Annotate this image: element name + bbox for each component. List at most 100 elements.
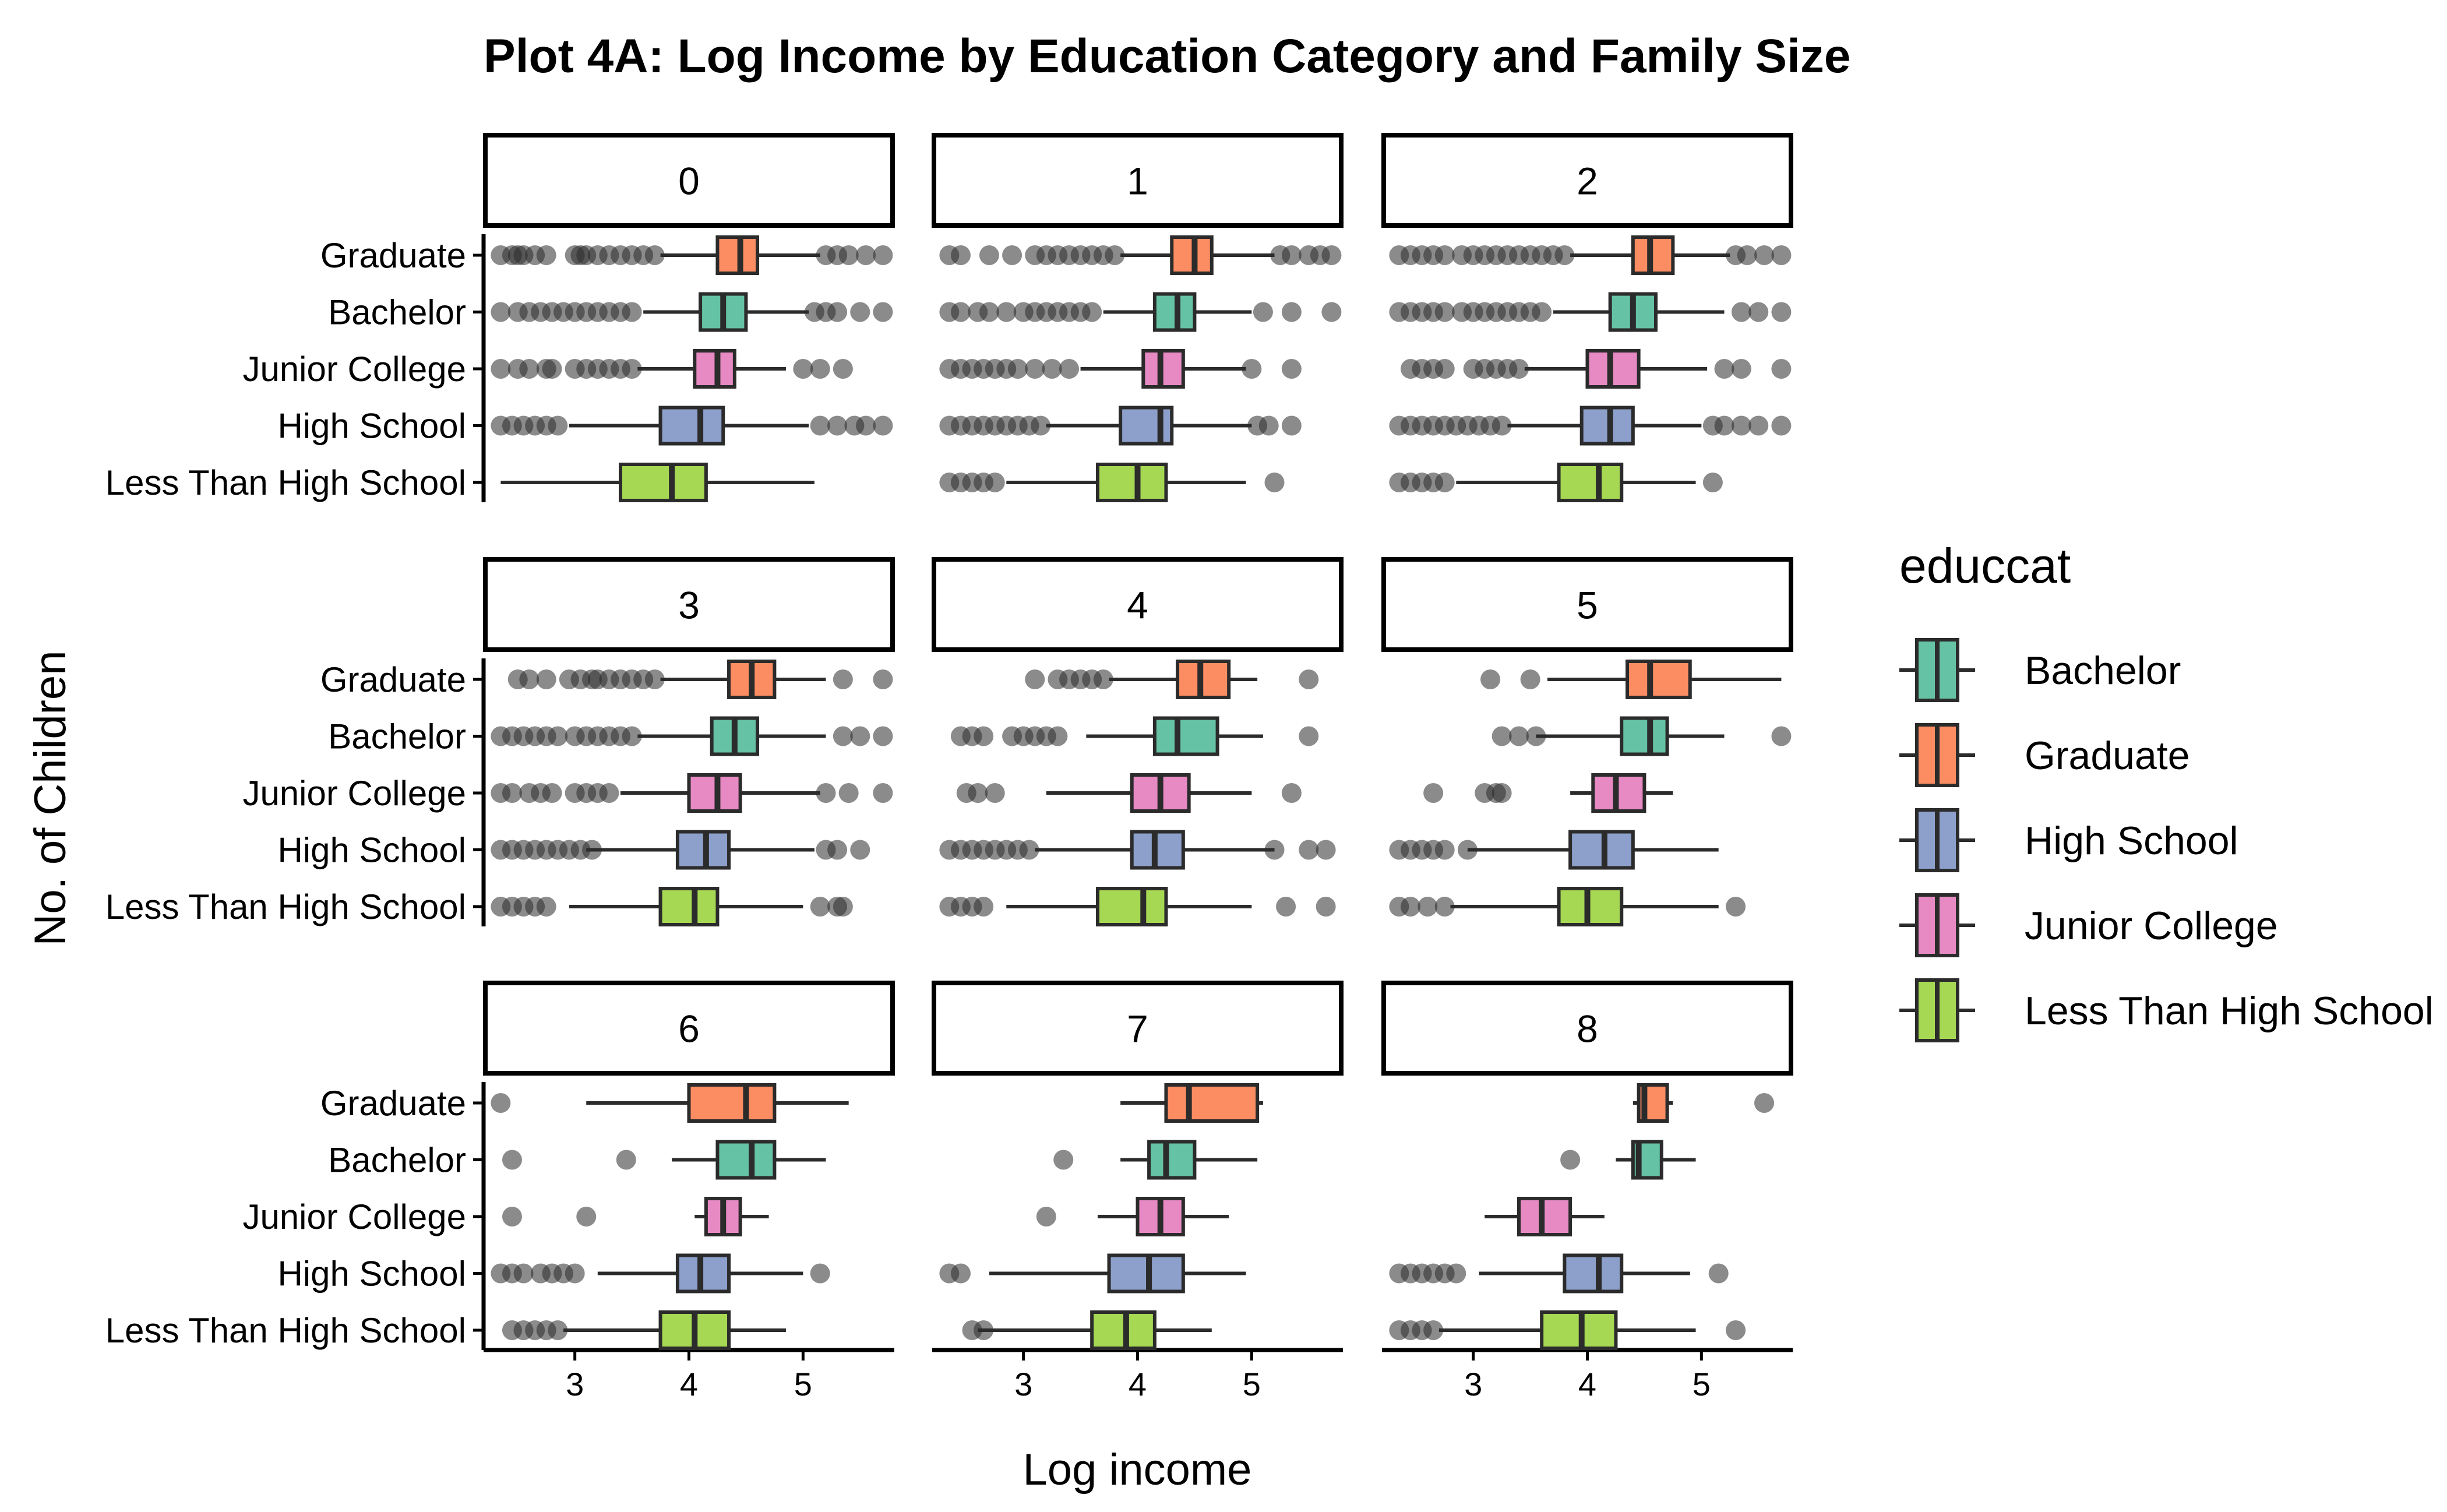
legend: educcat Bachelor Graduate High School Junio… — [1899, 538, 2434, 1042]
outlier-point — [996, 302, 1017, 322]
outlier-point — [974, 726, 994, 746]
outlier-point — [1299, 669, 1319, 689]
outlier-point — [985, 783, 1005, 803]
outlier-point — [873, 783, 893, 803]
outlier-point — [491, 359, 511, 379]
outlier-point — [856, 415, 876, 436]
outlier-point — [644, 245, 665, 265]
outlier-point — [1560, 1150, 1581, 1170]
y-tick-label: Junior College — [242, 1197, 466, 1236]
outlier-point — [1434, 897, 1455, 917]
x-tick-label: 5 — [1693, 1366, 1711, 1402]
outlier-point — [1492, 726, 1512, 746]
facet-strip-label: 8 — [1577, 1007, 1598, 1051]
box-body — [1563, 1253, 1624, 1294]
outlier-point — [548, 1320, 568, 1340]
outlier-point — [1554, 245, 1575, 265]
outlier-point — [622, 726, 642, 746]
outlier-point — [1771, 302, 1792, 322]
outlier-point — [827, 840, 848, 860]
outlier-point — [810, 415, 830, 436]
outlier-point — [1520, 669, 1540, 689]
outlier-point — [974, 897, 994, 917]
outlier-point — [599, 783, 619, 803]
outlier-point — [1281, 245, 1302, 265]
outlier-point — [1714, 415, 1734, 436]
outlier-point — [502, 1207, 522, 1226]
outlier-point — [1737, 245, 1757, 265]
facet-strip — [483, 981, 895, 1076]
facet-strip-label: 5 — [1577, 584, 1598, 627]
facet-strip-label: 2 — [1577, 160, 1598, 203]
outlier-point — [1423, 783, 1444, 803]
facet-panel: 5 — [1381, 557, 1793, 926]
facet-panel: 1 — [932, 133, 1344, 502]
legend-label: High School — [2025, 819, 2238, 863]
outlier-point — [1731, 359, 1751, 379]
outlier-point — [1446, 1263, 1466, 1284]
outlier-point — [502, 783, 522, 803]
outlier-point — [833, 726, 853, 746]
x-tick-label: 3 — [1014, 1366, 1032, 1402]
outlier-point — [519, 669, 540, 689]
box-body — [1119, 406, 1174, 446]
outlier-point — [1400, 897, 1420, 917]
outlier-point — [827, 302, 848, 322]
outlier-point — [838, 245, 859, 265]
outlier-point — [582, 840, 602, 860]
outlier-point — [1019, 840, 1039, 860]
outlier-point — [1434, 245, 1455, 265]
outlier-point — [502, 1150, 522, 1170]
outlier-point — [513, 1263, 534, 1284]
outlier-point — [1754, 1093, 1775, 1113]
x-tick-label: 4 — [680, 1366, 698, 1402]
outlier-point — [491, 302, 511, 322]
outlier-point — [1299, 726, 1319, 746]
legend-label: Bachelor — [2025, 648, 2181, 693]
legend-label: Junior College — [2025, 904, 2278, 948]
outlier-point — [1480, 669, 1501, 689]
outlier-point — [622, 302, 642, 322]
legend-item: Less Than High School — [1899, 978, 2434, 1042]
chart-title: Plot 4A: Log Income by Education Categor… — [484, 30, 1851, 83]
facet-strip-label: 1 — [1127, 160, 1148, 203]
outlier-point — [536, 897, 556, 917]
legend-label: Graduate — [2025, 734, 2190, 778]
outlier-point — [1105, 245, 1125, 265]
outlier-point — [850, 302, 870, 322]
box-body — [1095, 463, 1168, 502]
outlier-point — [1748, 302, 1769, 322]
legend-title: educcat — [1899, 538, 2071, 593]
outlier-point — [1434, 302, 1455, 322]
outlier-point — [1264, 473, 1285, 492]
outlier-point — [565, 1263, 585, 1284]
x-tick-label: 3 — [1464, 1366, 1482, 1402]
outlier-point — [1242, 359, 1262, 379]
y-tick-label: Bachelor — [328, 293, 466, 332]
outlier-point — [536, 669, 556, 689]
outlier-point — [1048, 726, 1068, 746]
outlier-point — [1281, 302, 1302, 322]
outlier-point — [1036, 1207, 1056, 1226]
facet-strip-label: 4 — [1127, 584, 1148, 627]
box-body — [1164, 1083, 1260, 1123]
outlier-point — [850, 726, 870, 746]
y-tick-label: Junior College — [242, 774, 466, 813]
facet-strip — [1381, 557, 1793, 652]
y-tick-label: Bachelor — [328, 717, 466, 756]
box-body — [1557, 463, 1624, 502]
outlier-point — [1059, 359, 1079, 379]
facet-panel: 8 3 4 5 — [1381, 981, 1793, 1402]
x-tick-label: 5 — [1243, 1366, 1261, 1402]
outlier-point — [542, 359, 562, 379]
outlier-point — [1423, 1320, 1444, 1340]
facet-strip — [932, 981, 1344, 1076]
outlier-point — [950, 245, 971, 265]
facet-panel: 7 3 4 5 — [932, 981, 1344, 1402]
outlier-point — [1731, 415, 1751, 436]
outlier-point — [536, 245, 556, 265]
x-tick-label: 5 — [794, 1366, 812, 1402]
outlier-point — [1025, 669, 1045, 689]
outlier-point — [1316, 897, 1336, 917]
outlier-point — [1754, 245, 1775, 265]
